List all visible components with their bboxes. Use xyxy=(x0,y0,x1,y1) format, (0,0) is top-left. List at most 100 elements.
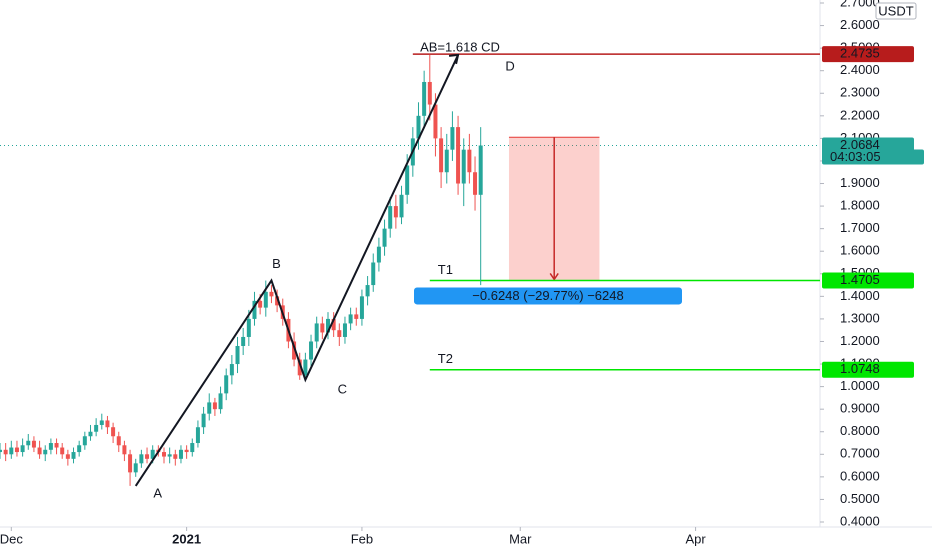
candle-body xyxy=(303,359,308,376)
candle-body xyxy=(331,318,336,331)
candle-body xyxy=(20,445,25,453)
x-tick-label: Mar xyxy=(509,531,532,546)
pattern-label: A xyxy=(153,485,162,500)
candle-body xyxy=(111,427,116,437)
price-badge-label: 1.0748 xyxy=(840,361,880,376)
price-badge xyxy=(822,272,914,289)
candle-body xyxy=(399,194,404,218)
candle-body xyxy=(173,454,178,459)
candle-body xyxy=(26,440,31,446)
x-tick-label: Dec xyxy=(0,531,23,546)
y-tick-label: 2.4000 xyxy=(840,62,880,77)
candle-body xyxy=(320,323,325,333)
y-tick-label: 2.6000 xyxy=(840,17,880,32)
candle-body xyxy=(241,336,246,346)
candle-body xyxy=(342,323,347,337)
y-tick-label: 1.4000 xyxy=(840,288,880,303)
candle-body xyxy=(139,454,144,464)
pattern-label: D xyxy=(505,58,514,73)
candle-body xyxy=(133,463,138,473)
candle-body xyxy=(105,420,110,428)
candle-body xyxy=(31,440,36,448)
candle-body xyxy=(167,454,172,457)
y-tick-label: 2.2000 xyxy=(840,107,880,122)
candle-body xyxy=(178,449,183,459)
candle-body xyxy=(359,296,364,319)
candle-body xyxy=(433,104,438,139)
candle-body xyxy=(297,359,302,376)
candle-body xyxy=(422,81,427,116)
candle-body xyxy=(190,443,195,453)
candle-body xyxy=(371,262,376,286)
y-tick-label: 1.2000 xyxy=(840,333,880,348)
candle-body xyxy=(439,138,444,173)
candle-body xyxy=(128,454,133,473)
candle-body xyxy=(348,314,353,324)
x-tick-label: 2021 xyxy=(172,531,201,546)
price-badge-label: 1.4705 xyxy=(840,272,880,287)
candle-body xyxy=(314,323,319,342)
candle-body xyxy=(9,447,14,455)
candle-body xyxy=(235,345,240,365)
level-label: T2 xyxy=(438,351,453,366)
y-tick-label: 1.9000 xyxy=(840,175,880,190)
candle-body xyxy=(292,341,297,360)
level-label: T1 xyxy=(438,262,453,277)
candle-body xyxy=(229,364,234,376)
candle-body xyxy=(354,314,359,319)
y-tick-label: 0.9000 xyxy=(840,401,880,416)
price-badge-label: 2.4735 xyxy=(840,46,880,61)
candle-body xyxy=(450,127,455,150)
candle-body xyxy=(461,149,466,184)
pattern-line xyxy=(134,54,459,487)
candle-body xyxy=(71,452,76,459)
candle-body xyxy=(207,402,212,414)
candle-body xyxy=(269,291,274,297)
candle-body xyxy=(326,318,330,333)
measure-label: −0.6248 (−29.77%) −6248 xyxy=(472,288,623,303)
candle-body xyxy=(275,296,280,306)
candle-body xyxy=(37,447,42,455)
countdown: 04:03:05 xyxy=(830,149,881,164)
candle-body xyxy=(365,285,370,297)
candle-body xyxy=(0,449,2,453)
candle-body xyxy=(337,330,342,337)
y-tick-label: 1.3000 xyxy=(840,310,880,325)
candle-body xyxy=(88,431,93,437)
candle-body xyxy=(94,424,99,432)
candle-body xyxy=(43,449,48,455)
candle-body xyxy=(3,449,8,455)
candle-body xyxy=(393,206,398,218)
candle-body xyxy=(478,145,483,195)
candle-body xyxy=(388,206,393,229)
pattern-arrow-head xyxy=(448,53,460,65)
candle-body xyxy=(145,454,150,459)
y-tick-label: 0.5000 xyxy=(840,491,880,506)
candle-body xyxy=(467,149,472,173)
candle-body xyxy=(218,393,223,410)
candle-body xyxy=(122,445,127,455)
y-tick-label: 1.7000 xyxy=(840,220,880,235)
y-tick-label: 2.3000 xyxy=(840,85,880,100)
price-badge-label: 2.0684 xyxy=(840,137,880,152)
candle-body xyxy=(224,375,229,394)
y-tick-label: 2.7000 xyxy=(840,0,880,9)
y-tick-label: 0.6000 xyxy=(840,468,880,483)
pattern-note: AB=1.618 CD xyxy=(420,39,500,54)
candle-body xyxy=(14,447,19,453)
candle-body xyxy=(258,300,263,308)
y-tick-label: 1.0000 xyxy=(840,378,880,393)
candle-body xyxy=(473,172,478,195)
y-tick-label: 0.4000 xyxy=(840,513,880,528)
currency-box xyxy=(875,2,917,20)
y-tick-label: 0.7000 xyxy=(840,446,880,461)
candle-body xyxy=(184,449,189,453)
candle-body xyxy=(60,447,65,455)
candle-body xyxy=(263,291,268,308)
candle-body xyxy=(150,449,155,459)
candle-body xyxy=(376,246,381,263)
x-tick-label: Feb xyxy=(351,531,373,546)
pattern-label: B xyxy=(272,256,281,271)
